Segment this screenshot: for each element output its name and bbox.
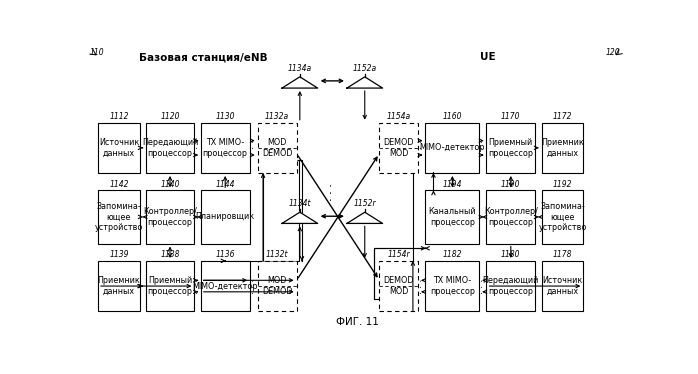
Text: Источник
данных: Источник данных xyxy=(99,138,139,157)
Bar xyxy=(487,123,535,173)
Text: · · ·: · · · xyxy=(193,278,202,294)
Bar xyxy=(201,190,250,243)
Text: Контроллер/
процессор: Контроллер/ процессор xyxy=(484,207,537,227)
Bar xyxy=(98,123,140,173)
Bar xyxy=(380,261,418,311)
Text: MOD
DEMOD: MOD DEMOD xyxy=(262,138,292,157)
Text: 1194: 1194 xyxy=(443,180,462,189)
Text: · · ·: · · · xyxy=(248,278,258,294)
Text: 1182: 1182 xyxy=(443,251,462,260)
Text: · · ·: · · · xyxy=(327,183,337,201)
Bar xyxy=(425,261,480,311)
Text: 110: 110 xyxy=(90,48,105,57)
Bar xyxy=(425,190,480,243)
Bar xyxy=(146,123,194,173)
Text: Канальный
процессор: Канальный процессор xyxy=(429,207,476,227)
Text: · · ·: · · · xyxy=(478,140,488,156)
Text: · · ·: · · · xyxy=(248,140,258,156)
Text: 1152r: 1152r xyxy=(353,199,376,208)
Text: Контроллер/
процессор: Контроллер/ процессор xyxy=(143,207,197,227)
Text: 1154a: 1154a xyxy=(387,112,411,121)
Bar xyxy=(98,190,140,243)
Text: 1180: 1180 xyxy=(501,251,521,260)
Text: 120: 120 xyxy=(605,48,620,57)
Bar xyxy=(258,123,297,173)
Text: DEMOD
MOD: DEMOD MOD xyxy=(384,276,414,296)
Text: · · ·: · · · xyxy=(417,140,427,156)
Text: Приемник
данных: Приемник данных xyxy=(541,138,584,157)
Text: 1152a: 1152a xyxy=(352,64,377,73)
Text: Приемник
данных: Приемник данных xyxy=(98,276,140,296)
Bar xyxy=(201,123,250,173)
Polygon shape xyxy=(282,212,318,223)
Text: · · ·: · · · xyxy=(193,140,202,156)
Text: TX MIMO-
процессор: TX MIMO- процессор xyxy=(430,276,475,296)
Text: Передающий
процессор: Передающий процессор xyxy=(142,138,198,157)
Text: Источник
данных: Источник данных xyxy=(542,276,583,296)
Polygon shape xyxy=(347,212,383,223)
Text: · · ·: · · · xyxy=(327,183,337,201)
Text: Приемный
процессор: Приемный процессор xyxy=(489,138,533,157)
Text: 1132t: 1132t xyxy=(266,251,288,260)
Text: 1154r: 1154r xyxy=(387,251,410,260)
Text: 1144: 1144 xyxy=(216,180,235,189)
Text: 1172: 1172 xyxy=(553,112,572,121)
Bar xyxy=(425,123,480,173)
Text: 1138: 1138 xyxy=(161,251,180,260)
Bar xyxy=(380,123,418,173)
Text: 1192: 1192 xyxy=(553,180,572,189)
Text: 1134t: 1134t xyxy=(288,199,311,208)
Bar xyxy=(146,261,194,311)
Text: Запомина-
ющее
устройство: Запомина- ющее устройство xyxy=(538,202,586,232)
Text: · · ·: · · · xyxy=(417,278,427,294)
Bar xyxy=(542,123,584,173)
Text: Базовая станция/eNB: Базовая станция/eNB xyxy=(139,52,268,62)
Text: 1112: 1112 xyxy=(109,112,128,121)
Text: 1190: 1190 xyxy=(501,180,521,189)
Text: 1178: 1178 xyxy=(553,251,572,260)
Bar xyxy=(258,261,297,311)
Text: 1140: 1140 xyxy=(161,180,180,189)
Text: ФИГ. 11: ФИГ. 11 xyxy=(336,317,379,327)
Text: MIMO-детектор: MIMO-детектор xyxy=(419,143,485,152)
Text: MIMO-детектор: MIMO-детектор xyxy=(193,282,258,291)
Text: 1136: 1136 xyxy=(216,251,235,260)
Bar xyxy=(146,190,194,243)
Polygon shape xyxy=(347,77,383,88)
Bar xyxy=(487,261,535,311)
Text: 1134a: 1134a xyxy=(288,64,312,73)
Text: 1170: 1170 xyxy=(501,112,521,121)
Text: Планировщик: Планировщик xyxy=(195,212,255,221)
Text: Передающий
процессор: Передающий процессор xyxy=(482,276,539,296)
Text: 1130: 1130 xyxy=(216,112,235,121)
Text: 1142: 1142 xyxy=(109,180,128,189)
Bar xyxy=(542,261,584,311)
Text: Приемный
процессор: Приемный процессор xyxy=(147,276,193,296)
Text: MOD
DEMOD: MOD DEMOD xyxy=(262,276,292,296)
Text: · · ·: · · · xyxy=(478,278,488,294)
Text: 1120: 1120 xyxy=(161,112,180,121)
Text: 1132a: 1132a xyxy=(265,112,289,121)
Text: DEMOD
MOD: DEMOD MOD xyxy=(384,138,414,157)
Text: UE: UE xyxy=(480,52,496,62)
Polygon shape xyxy=(282,77,318,88)
Bar xyxy=(98,261,140,311)
Text: 1160: 1160 xyxy=(443,112,462,121)
Bar xyxy=(201,261,250,311)
Text: 1139: 1139 xyxy=(109,251,128,260)
Text: Запомина-
ющее
устройство: Запомина- ющее устройство xyxy=(95,202,143,232)
Bar xyxy=(542,190,584,243)
Text: TX MIMO-
процессор: TX MIMO- процессор xyxy=(202,138,248,157)
Bar xyxy=(487,190,535,243)
